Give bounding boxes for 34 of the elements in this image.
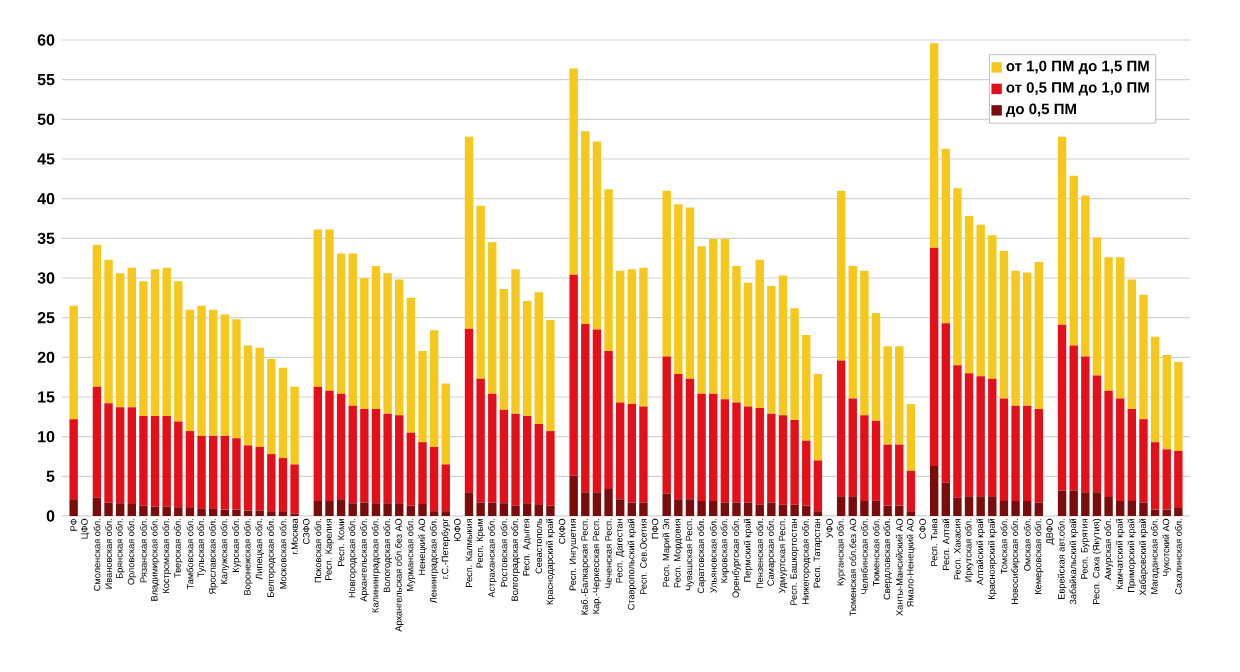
- bar: [441, 383, 450, 465]
- y-tick-label: 0: [46, 510, 55, 522]
- bar: [1057, 490, 1067, 516]
- y-tick-label: 25: [37, 311, 55, 324]
- y-tick-label: 40: [37, 193, 55, 205]
- bar: [813, 373, 823, 461]
- y-tick-label: 45: [37, 153, 55, 165]
- y-tick-label: 50: [37, 113, 55, 125]
- y-tick-label: 15: [38, 391, 55, 403]
- y-tick-label: 10: [38, 430, 55, 443]
- bar: [1057, 324, 1067, 491]
- bar: [929, 466, 939, 516]
- bar: [1034, 262, 1044, 409]
- bar: [1057, 136, 1067, 325]
- y-tick-label: 35: [37, 232, 55, 245]
- bar: [441, 464, 450, 512]
- bar: [69, 305, 78, 420]
- bar: [1034, 502, 1044, 516]
- y-tick-label: 5: [46, 470, 55, 482]
- bar: [836, 360, 846, 497]
- bar: [906, 404, 916, 471]
- bar: [836, 190, 846, 361]
- y-tick-label: 20: [37, 351, 55, 363]
- bar: [929, 43, 939, 248]
- bar: [69, 499, 78, 516]
- bar: [836, 496, 846, 516]
- bar: [929, 247, 939, 466]
- bar: [906, 470, 916, 512]
- y-tick-label: 55: [37, 74, 55, 86]
- y-tick-label: 30: [37, 272, 55, 284]
- y-tick-label: 60: [37, 34, 55, 46]
- bar: [813, 460, 823, 512]
- bar: [69, 419, 78, 500]
- bar: [1034, 408, 1044, 503]
